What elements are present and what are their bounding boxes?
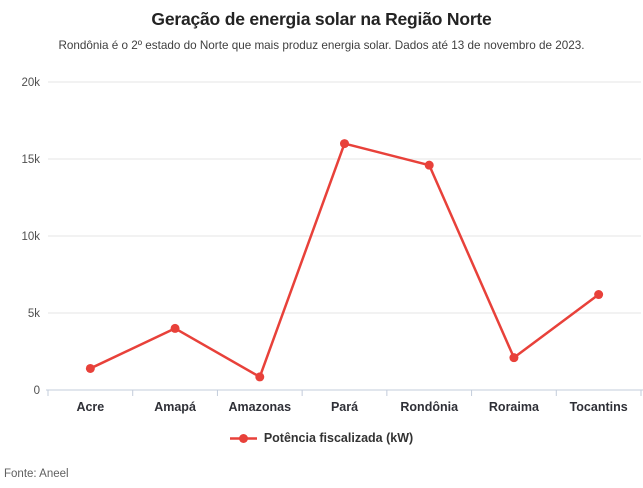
x-axis-category-label: Amazonas xyxy=(229,400,292,414)
legend-item[interactable]: Potência fiscalizada (kW) xyxy=(0,431,643,445)
x-axis-category-label: Roraima xyxy=(489,400,540,414)
series-line xyxy=(89,142,600,379)
y-axis-tick-label: 15k xyxy=(21,154,40,166)
y-axis-tick-label: 5k xyxy=(28,308,40,320)
data-point[interactable] xyxy=(340,139,349,149)
legend-label: Potência fiscalizada (kW) xyxy=(263,431,414,445)
data-point[interactable] xyxy=(594,290,604,300)
data-point[interactable] xyxy=(85,363,95,373)
x-axis-category-label: Acre xyxy=(76,400,104,414)
x-axis-category-label: Tocantins xyxy=(570,400,628,414)
y-axis-tick-label: 0 xyxy=(34,385,40,397)
y-axis-tick-label: 10k xyxy=(21,231,40,243)
chart-title: Geração de energia solar na Região Norte xyxy=(151,9,492,29)
line-chart-plot-area: 0 5k 10k 15k 20k Acre Amapá Amazonas Pará Rondôni… xyxy=(21,77,643,414)
data-point[interactable] xyxy=(255,372,265,382)
data-point[interactable] xyxy=(509,353,519,363)
legend-line-marker-icon xyxy=(229,433,257,443)
y-axis-tick-label: 20k xyxy=(21,77,40,89)
data-point[interactable] xyxy=(424,160,434,170)
x-axis-category-label: Amapá xyxy=(154,400,196,414)
x-axis-category-label: Pará xyxy=(331,400,358,414)
data-point[interactable] xyxy=(170,323,180,333)
chart-subtitle: Rondônia é o 2º estado do Norte que mais… xyxy=(58,39,585,52)
source-note: Fonte: Aneel xyxy=(4,468,69,480)
x-axis-category-label: Rondônia xyxy=(400,400,459,414)
